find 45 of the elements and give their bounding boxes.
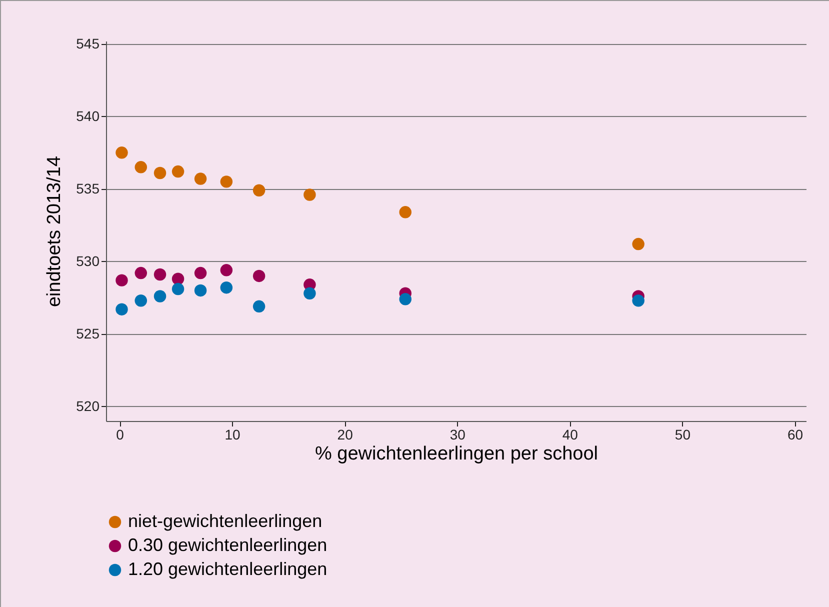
- x-tick-label: 30: [450, 426, 466, 442]
- x-axis-title: % gewichtenleerlingen per school: [314, 444, 598, 464]
- point: [220, 264, 233, 276]
- y-tick-label: 535: [76, 180, 100, 196]
- point: [304, 188, 316, 201]
- point: [116, 303, 128, 316]
- point: [194, 172, 207, 185]
- point: [134, 161, 148, 174]
- point: [632, 238, 644, 250]
- point: [304, 287, 316, 300]
- point: [116, 274, 128, 286]
- point: [220, 176, 233, 188]
- y-axis-title: eindtoets 2013/14: [44, 156, 66, 308]
- x-tick-label: 60: [787, 426, 804, 442]
- point: [154, 268, 166, 281]
- y-tick-label: 530: [76, 252, 100, 269]
- point: [399, 206, 412, 218]
- x-tick-label: 20: [337, 426, 354, 442]
- point: [252, 300, 266, 313]
- point: [154, 290, 166, 302]
- point: [399, 293, 412, 306]
- point: [194, 266, 207, 280]
- x-tick-label: 0: [116, 426, 124, 442]
- x-tick-label: 50: [674, 426, 691, 442]
- y-tick-label: 540: [76, 108, 100, 124]
- y-tick-label: 545: [76, 35, 100, 52]
- y-tick-label: 520: [76, 398, 100, 414]
- legend-label: niet-gewichtenleerlingen: [128, 511, 322, 531]
- point: [154, 166, 166, 180]
- legend-label: 0.30 gewichtenleerlingen: [128, 535, 328, 555]
- point: [134, 266, 148, 280]
- legend-label: 1.20 gewichtenleerlingen: [128, 559, 328, 579]
- point: [252, 184, 266, 196]
- point: [172, 165, 184, 178]
- x-tick-label: 10: [224, 426, 241, 442]
- x-tick-label: 40: [562, 426, 578, 442]
- point: [134, 294, 148, 307]
- point: [116, 146, 128, 159]
- point: [220, 281, 233, 294]
- point: [172, 272, 184, 285]
- point: [632, 294, 644, 307]
- point: [194, 284, 207, 297]
- point: [172, 282, 184, 296]
- y-tick-label: 525: [76, 325, 100, 342]
- point: [252, 270, 266, 282]
